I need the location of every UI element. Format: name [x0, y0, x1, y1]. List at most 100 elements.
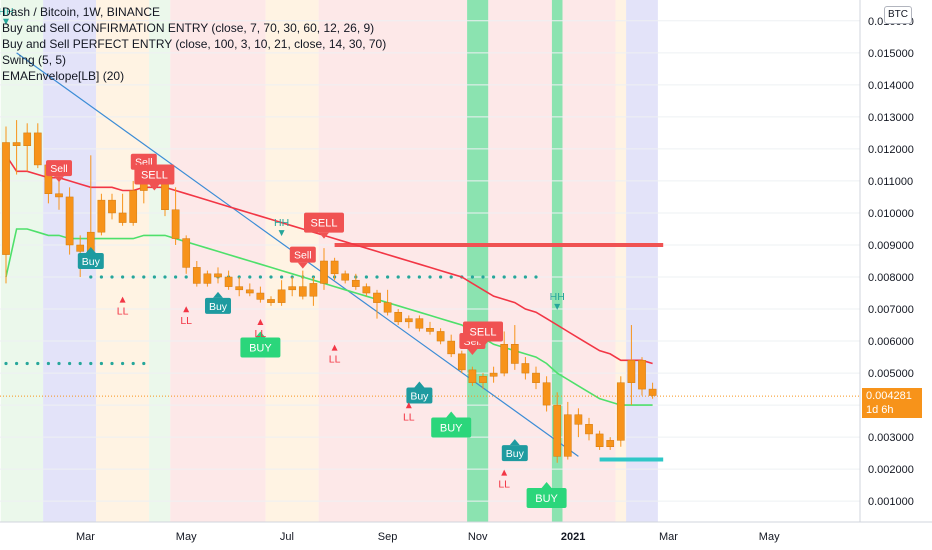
candle-body [394, 311, 403, 323]
swing-text: LL [117, 306, 129, 318]
candle-body [468, 369, 477, 383]
swing-marker [257, 319, 264, 326]
swing-marker [331, 344, 338, 351]
candle-body [574, 414, 583, 425]
indicator-perfect-entry[interactable]: Buy and Sell PERFECT ENTRY (close, 100, … [2, 37, 387, 51]
candle [479, 373, 487, 390]
candle-body [171, 209, 180, 239]
last-price-value: 0.004281 [866, 390, 912, 402]
candle [256, 286, 265, 303]
level-dot [364, 275, 368, 279]
swing-high-label: HH [0, 6, 14, 25]
x-tick-label: Mar [76, 531, 95, 543]
level-dot [89, 361, 93, 366]
x-tick-label: Sep [378, 531, 398, 543]
signal-label: Buy [82, 256, 101, 268]
candle [585, 417, 593, 441]
swing-high-label: HH [274, 217, 289, 237]
ema-lower-line [5, 228, 653, 406]
y-tick-label: 0.005000 [868, 368, 914, 380]
candle-body [415, 318, 424, 329]
swing-marker [554, 303, 561, 310]
candle [574, 408, 583, 438]
level-dot [131, 361, 135, 366]
candle [521, 357, 530, 380]
level-dot [15, 361, 19, 366]
candle-body [2, 142, 10, 255]
level-dot [428, 275, 432, 279]
signal-label: Buy [506, 448, 525, 460]
candle [468, 366, 477, 386]
candle [224, 270, 233, 290]
level-dot [417, 275, 421, 279]
signal-box [46, 160, 72, 177]
indicator-ema-envelope[interactable]: EMAEnvelope[LB] (20) [2, 69, 125, 83]
y-tick-label: 0.012000 [868, 144, 914, 156]
signal-box [406, 387, 433, 404]
bar-countdown: 1d 6h [866, 404, 894, 416]
level-dot [513, 275, 517, 279]
candle-body [235, 286, 244, 291]
y-tick-label: 0.007000 [868, 304, 914, 316]
swing-low-label: LL [403, 402, 415, 423]
candle-body [65, 196, 74, 246]
candle-body [97, 199, 106, 233]
candle-body [182, 238, 191, 268]
candle-body [161, 180, 169, 211]
level-dot [396, 275, 400, 279]
candle-body [330, 260, 339, 275]
candle-body [12, 142, 21, 146]
ema-upper-line [5, 154, 653, 365]
candle-body [383, 302, 392, 313]
symbol-title[interactable]: Dash / Bitcoin, 1W, BINANCE [2, 5, 161, 19]
candle [192, 260, 201, 287]
candle [595, 430, 604, 450]
signal-box [289, 246, 316, 263]
signal-box [501, 445, 528, 462]
candle-body [542, 382, 551, 406]
candle [12, 120, 21, 175]
candle-body [277, 289, 286, 303]
candle-body [23, 132, 32, 146]
candle [129, 180, 138, 226]
level-dot [449, 275, 453, 279]
candle [542, 376, 551, 412]
swing-marker [501, 469, 508, 476]
y-tick-label: 0.009000 [868, 240, 914, 252]
buy-signal: Buy [77, 246, 104, 269]
signal-pointer [414, 381, 425, 388]
candle [182, 235, 191, 274]
candle [616, 376, 625, 447]
indicator-swing[interactable]: Swing (5, 5) [2, 53, 67, 67]
indicator-confirmation-entry[interactable]: Buy and Sell CONFIRMATION ENTRY (close, … [2, 21, 375, 35]
candle [214, 267, 222, 284]
candle-body [76, 244, 85, 252]
candle [606, 437, 615, 450]
candle-body [479, 376, 487, 383]
y-tick-label: 0.015000 [868, 48, 914, 60]
candle [33, 123, 42, 169]
signal-label: SELL [141, 170, 168, 182]
candle-body [320, 260, 328, 284]
currency-badge[interactable]: BTC [884, 6, 912, 24]
candle [457, 350, 466, 374]
candle-body [256, 292, 265, 300]
candle-body [585, 424, 593, 435]
level-dot [407, 275, 411, 279]
candle [436, 328, 445, 345]
signal-label: Sell [294, 250, 312, 262]
signal-box [431, 417, 472, 438]
level-dot [470, 275, 474, 279]
signal-label: BUY [440, 423, 463, 435]
swing-marker [183, 306, 190, 313]
background-band [0, 0, 44, 522]
x-tick-label: May [176, 531, 197, 543]
candle [309, 277, 318, 306]
signal-pointer [54, 176, 64, 183]
swing-text: LL [498, 479, 510, 491]
candle-body [309, 283, 318, 297]
level-dot [386, 275, 390, 279]
candle-body [55, 193, 63, 198]
last-price-tag: 0.004281 1d 6h [862, 388, 922, 418]
